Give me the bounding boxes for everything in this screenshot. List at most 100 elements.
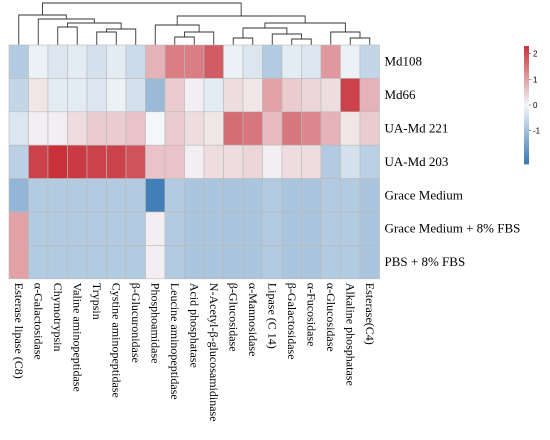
heatmap-cell: [8, 144, 29, 179]
heatmap-cell: [67, 111, 88, 146]
heatmap-cell: [106, 178, 127, 213]
color-scale-legend: 2 1 0 -1: [524, 46, 541, 165]
heatmap-cell: [281, 44, 302, 79]
dendrogram-branch: [18, 14, 67, 45]
heatmap-cell: [47, 78, 68, 113]
heatmap-cells: [8, 44, 380, 280]
color-scale-swatch: [524, 144, 529, 147]
color-scale-swatch: [524, 108, 529, 112]
heatmap-cell: [223, 144, 244, 179]
dendrogram-branch: [184, 31, 215, 45]
column-label: Valine aminopeptidase: [70, 283, 84, 392]
color-scale-swatch: [524, 114, 529, 118]
color-scale-swatch: [524, 59, 529, 63]
color-scale-swatch: [524, 95, 529, 98]
heatmap-cell: [262, 178, 283, 213]
heatmap-cell: [281, 211, 302, 246]
heatmap-cell: [242, 144, 263, 179]
column-label: Cystine aminopeptidase: [109, 283, 123, 398]
heatmap-cell: [340, 211, 361, 246]
color-scale-label: 2: [533, 50, 538, 59]
color-scale-swatch: [524, 101, 529, 104]
color-scale-swatch: [524, 47, 529, 51]
color-scale-swatch: [524, 65, 529, 69]
column-label: Acid phosphatase: [187, 283, 201, 368]
heatmap-cell: [184, 78, 205, 113]
heatmap-cell: [223, 44, 244, 79]
heatmap-cell: [301, 211, 322, 246]
heatmap-cell: [47, 245, 68, 280]
dendrogram-branch: [176, 15, 306, 25]
heatmap-cell: [203, 144, 224, 179]
heatmap-cell: [359, 211, 380, 246]
color-scale-swatch: [524, 124, 529, 128]
heatmap-cell: [145, 178, 166, 213]
heatmap-cell: [203, 78, 224, 113]
heatmap-cell: [86, 211, 107, 246]
heatmap-cell: [359, 144, 380, 179]
color-scale-swatch: [524, 150, 529, 153]
color-scale-swatch: [524, 154, 529, 157]
heatmap-cell: [184, 178, 205, 213]
heatmap-cell: [223, 111, 244, 146]
heatmap-cell: [203, 111, 224, 146]
heatmap-cell: [223, 178, 244, 213]
color-scale-swatch: [524, 142, 529, 145]
heatmap-cell: [106, 111, 127, 146]
color-scale-swatch: [524, 49, 529, 53]
heatmap-cell: [262, 111, 283, 146]
heatmap-cell: [242, 44, 263, 79]
dendrogram-branch: [67, 22, 122, 29]
color-scale-swatch: [524, 126, 529, 129]
heatmap-cell: [145, 245, 166, 280]
heatmap-cell: [320, 78, 341, 113]
color-scale-swatch: [524, 67, 529, 70]
color-scale-swatch: [524, 75, 529, 78]
column-label: α-Fucosidase: [304, 283, 318, 347]
heatmap-cell: [28, 178, 49, 213]
color-scale-swatch: [524, 160, 529, 163]
color-scale-swatch: [524, 73, 529, 76]
heatmap-cell: [164, 144, 185, 179]
heatmap-cell: [223, 245, 244, 280]
heatmap-cell: [340, 178, 361, 213]
heatmap-cell: [8, 178, 29, 213]
column-label: Phosphoamidase: [148, 283, 162, 364]
heatmap-cell: [86, 111, 107, 146]
heatmap-cell: [125, 178, 146, 213]
dendrogram-branch: [242, 27, 288, 38]
heatmap-cell: [301, 245, 322, 280]
color-scale-swatch: [524, 146, 529, 149]
dendrogram-branch: [271, 33, 302, 45]
color-scale-label: 1: [533, 75, 538, 84]
heatmap-cell: [106, 144, 127, 179]
heatmap-cell: [262, 245, 283, 280]
column-label: Alkaline phosphatase: [343, 283, 357, 386]
heatmap-cell: [242, 245, 263, 280]
color-scale-label: 0: [533, 101, 538, 110]
color-scale-swatch: [524, 112, 529, 116]
heatmap-cell: [47, 111, 68, 146]
heatmap-cell: [67, 178, 88, 213]
color-scale-swatch: [524, 136, 529, 139]
heatmap-cell: [86, 245, 107, 280]
heatmap-cell: [223, 211, 244, 246]
column-label: α-Galactosidase: [31, 283, 45, 360]
heatmap-cell: [106, 245, 127, 280]
heatmap-cell: [301, 178, 322, 213]
heatmap-cell: [28, 144, 49, 179]
heatmap-cell: [281, 78, 302, 113]
heatmap-cell: [67, 44, 88, 79]
color-scale-swatch: [524, 118, 529, 122]
heatmap-cell: [301, 111, 322, 146]
color-scale-swatch: [524, 83, 529, 86]
heatmap-cell: [67, 78, 88, 113]
heatmap-cell: [203, 245, 224, 280]
heatmap-cell: [242, 178, 263, 213]
dendrogram-branch: [264, 22, 346, 32]
heatmap-cell: [320, 245, 341, 280]
heatmap-cell: [106, 78, 127, 113]
heatmap-cell: [145, 211, 166, 246]
dendrogram-branch: [42, 2, 242, 16]
